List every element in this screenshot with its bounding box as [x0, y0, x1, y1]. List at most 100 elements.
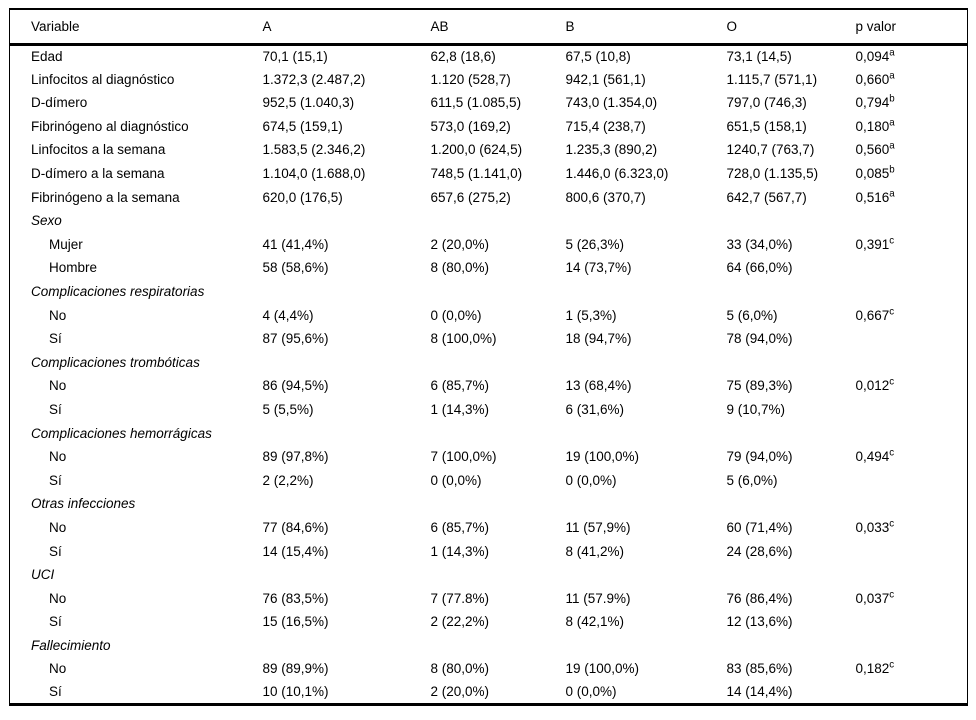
value-cell: 6 (85,7%) [430, 378, 490, 394]
value-cell: 11 (57,9%) [565, 519, 631, 535]
pvalue-superscript: c [889, 376, 895, 388]
value-cell: 2 (22,2%) [430, 614, 490, 630]
value-cell: 60 (71,4%) [726, 519, 793, 535]
variable-cell: Linfocitos a la semana [31, 142, 166, 158]
value-cell: 5 (6,0%) [726, 472, 778, 488]
pvalue-superscript: a [889, 70, 895, 82]
table-row: Sí 10 (10,1%) 2 (20,0%) 0 (0,0%) 14 (14,4%) [10, 681, 968, 705]
value-cell: 8 (80,0%) [430, 661, 490, 677]
variable-cell: No [49, 519, 67, 535]
variable-cell: Sí [49, 614, 62, 630]
value-cell: 15 (16,5%) [262, 614, 329, 630]
value-cell: 19 (100,0%) [565, 661, 640, 677]
pvalue-cell [856, 327, 968, 351]
variable-cell: No [49, 378, 67, 394]
table-row: Sí 15 (16,5%) 2 (22,2%) 8 (42,1%) 12 (13,6%) [10, 610, 968, 634]
pvalue-superscript: a [889, 117, 895, 129]
value-cell: 13 (68,4%) [565, 378, 632, 394]
value-cell: 0 (0,0%) [565, 472, 617, 488]
value-cell: 19 (100,0%) [565, 449, 640, 465]
variable-cell: Mujer [49, 236, 83, 252]
variable-cell: No [49, 449, 67, 465]
section-label: Sexo [31, 213, 62, 229]
value-cell: 8 (80,0%) [430, 260, 490, 276]
table-row: Linfocitos a la semana 1.583,5 (2.346,2) 1… [10, 138, 968, 162]
value-cell: 1.104,0 (1.688,0) [262, 166, 366, 182]
section-row: Complicaciones hemorrágicas [10, 422, 968, 446]
variable-cell: Sí [49, 684, 62, 700]
pvalue-cell: 0,182c [855, 659, 895, 677]
value-cell: 5 (6,0%) [726, 307, 778, 323]
value-cell: 8 (42,1%) [565, 614, 625, 630]
column-header-ab: AB [430, 9, 566, 46]
value-cell: 797,0 (746,3) [726, 95, 807, 111]
value-cell: 87 (95,6%) [262, 331, 329, 347]
section-label: Fallecimiento [31, 637, 111, 653]
pvalue-cell: 0,094a [855, 47, 895, 64]
value-cell: 89 (89,9%) [262, 661, 329, 677]
table-row: D-dímero 952,5 (1.040,3) 611,5 (1.085,5) 74… [10, 91, 968, 115]
pvalue-cell: 0,667c [855, 306, 895, 323]
variable-cell: Sí [49, 331, 62, 347]
column-header-o: O [726, 9, 856, 46]
blood-group-stats-table: Variable A AB B O p valor Edad 70,1 (15,1… [9, 8, 968, 707]
value-cell: 651,5 (158,1) [726, 118, 807, 134]
section-row: Otras infecciones [10, 492, 968, 516]
table-row: Fibrinógeno a la semana 620,0 (176,5) 657,… [10, 186, 968, 210]
value-cell: 18 (94,7%) [565, 331, 632, 347]
value-cell: 9 (10,7%) [726, 401, 786, 417]
value-cell: 952,5 (1.040,3) [262, 95, 355, 111]
value-cell: 89 (97,8%) [262, 449, 329, 465]
value-cell: 24 (28,6%) [726, 543, 793, 559]
value-cell: 1.235,3 (890,2) [565, 142, 658, 158]
value-cell: 76 (83,5%) [262, 590, 329, 606]
value-cell: 14 (15,4%) [262, 543, 329, 559]
column-header-b: B [565, 9, 727, 46]
value-cell: 10 (10,1%) [262, 684, 329, 700]
table-row: Sí 2 (2,2%) 0 (0,0%) 0 (0,0%) 5 (6,0%) [10, 469, 968, 493]
section-row: Complicaciones respiratorias [10, 280, 968, 304]
pvalue-cell: 0,494c [855, 447, 895, 465]
value-cell: 800,6 (370,7) [565, 189, 646, 205]
value-cell: 67,5 (10,8) [565, 48, 631, 64]
value-cell: 12 (13,6%) [726, 614, 793, 630]
table-row: Mujer 41 (41,4%) 2 (20,0%) 5 (26,3%) 33 (34,… [10, 233, 968, 257]
value-cell: 1.115,7 (571,1) [726, 71, 818, 87]
value-cell: 86 (94,5%) [262, 378, 329, 394]
pvalue-cell: 0,180a [855, 117, 895, 134]
section-row: Complicaciones trombóticas [10, 351, 968, 375]
value-cell: 6 (85,7%) [430, 519, 490, 535]
value-cell: 73,1 (14,5) [726, 48, 792, 64]
section-row: Sexo [10, 209, 968, 233]
value-cell: 11 (57.9%) [565, 590, 631, 606]
section-label: UCI [31, 567, 55, 583]
pvalue-cell: 0,037c [855, 589, 895, 606]
table-row: No 4 (4,4%) 0 (0,0%) 1 (5,3%) 5 (6,0%) 0,667c [10, 304, 968, 328]
table-row: No 76 (83,5%) 7 (77.8%) 11 (57.9%) 76 (86,4%… [10, 587, 968, 611]
table-row: Sí 14 (15,4%) 1 (14,3%) 8 (41,2%) 24 (28,6%) [10, 539, 968, 563]
value-cell: 748,5 (1.141,0) [430, 166, 523, 182]
value-cell: 715,4 (238,7) [565, 118, 646, 134]
pvalue-cell: 0,012c [855, 376, 895, 394]
value-cell: 1 (5,3%) [565, 307, 617, 323]
value-cell: 573,0 (169,2) [430, 118, 511, 134]
pvalue-cell: 0,516a [855, 188, 895, 205]
table-body: Edad 70,1 (15,1) 62,8 (18,6) 67,5 (10,8) 73,… [10, 44, 968, 705]
value-cell: 0 (0,0%) [565, 684, 617, 700]
pvalue-cell [856, 681, 968, 705]
value-cell: 79 (94,0%) [726, 449, 793, 465]
pvalue-cell: 0,085b [855, 164, 895, 182]
table-row: Hombre 58 (58,6%) 8 (80,0%) 14 (73,7%) 64 (6… [10, 256, 968, 280]
pvalue-superscript: c [889, 235, 895, 247]
section-label: Complicaciones respiratorias [31, 283, 205, 299]
value-cell: 77 (84,6%) [262, 519, 329, 535]
table-row: No 89 (97,8%) 7 (100,0%) 19 (100,0%) 79 (94,… [10, 445, 968, 469]
variable-cell: No [49, 590, 67, 606]
pvalue-cell [856, 539, 968, 563]
table-row: Linfocitos al diagnóstico 1.372,3 (2.487,… [10, 68, 968, 92]
section-label: Complicaciones trombóticas [31, 354, 200, 370]
value-cell: 2 (20,0%) [430, 684, 490, 700]
table-row: D-dímero a la semana 1.104,0 (1.688,0) 748… [10, 162, 968, 186]
variable-cell: No [49, 661, 67, 677]
